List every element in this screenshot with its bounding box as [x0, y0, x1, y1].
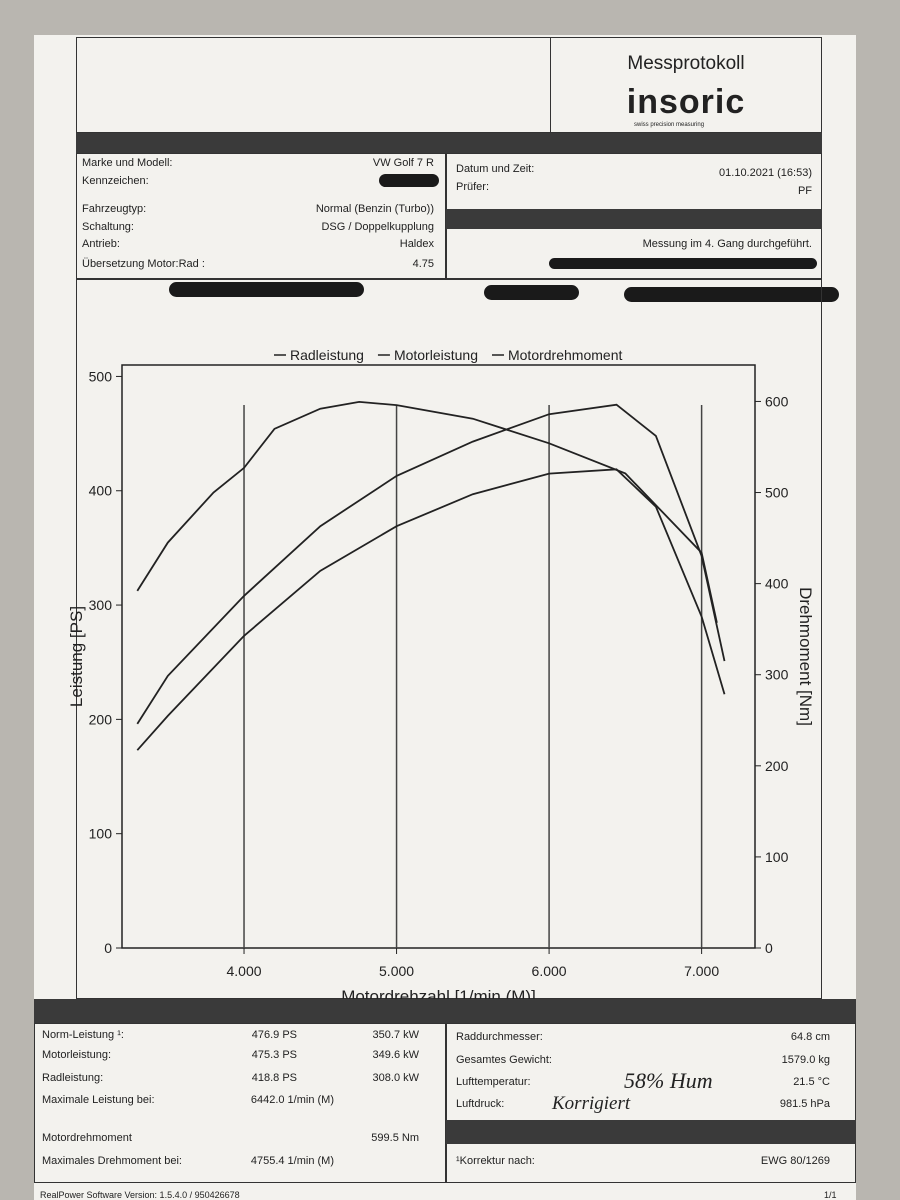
software: RealPower Software Version: 1.5.4.0 / 95… [40, 1190, 240, 1200]
vehicle-box [76, 153, 446, 279]
y2-tick-label: 400 [765, 576, 789, 592]
field-value: VW Golf 7 R [372, 157, 434, 169]
field-label: Motordrehmoment [42, 1132, 132, 1144]
page-number: 1/1 [824, 1190, 837, 1200]
section-bar [446, 209, 822, 229]
legend-label: Motorleistung [394, 347, 478, 363]
section-bar [76, 133, 822, 153]
tagline: swiss precision measuring [634, 122, 705, 128]
chart-box [76, 279, 822, 999]
field-label: Maximale Leistung bei: [42, 1094, 155, 1106]
field-label: Marke und Modell: [82, 157, 173, 169]
line-series [136, 400, 718, 623]
field-value: 981.5 hPa [779, 1098, 830, 1110]
logo-box [550, 37, 822, 133]
field-value: 4755.4 1/min (M) [250, 1155, 334, 1167]
y2-tick-label: 100 [765, 849, 789, 865]
field-value: 350.7 kW [372, 1029, 419, 1041]
y-tick-label: 500 [89, 368, 113, 384]
field-value: DSG / Doppelkupplung [321, 221, 434, 233]
y-tick-label: 300 [89, 597, 113, 613]
handwriting: Korrigiert [552, 1093, 631, 1114]
field-value: 01.10.2021 (16:53) [719, 167, 812, 179]
y-tick-label: 200 [89, 711, 113, 727]
field-value: 349.6 kW [372, 1049, 419, 1061]
field-label: ¹Korrektur nach: [456, 1155, 535, 1167]
field-label: Prüfer: [456, 181, 490, 193]
y-tick-label: 100 [89, 826, 113, 842]
logo: insoric [626, 83, 746, 121]
legend-label: Radleistung [290, 347, 364, 363]
note: Messung im 4. Gang durchgeführt. [642, 238, 812, 250]
y2-tick-label: 0 [765, 940, 773, 956]
field-label: Fahrzeugtyp: [82, 203, 147, 215]
field-label: Lufttemperatur: [456, 1076, 531, 1088]
line-series [136, 403, 726, 725]
redaction [169, 282, 364, 297]
field-value: Haldex [399, 238, 434, 250]
section-bar [34, 999, 856, 1023]
y2-tick-label: 500 [765, 485, 789, 501]
field-label: Gesamtes Gewicht: [456, 1054, 552, 1066]
field-value: 64.8 cm [790, 1031, 830, 1043]
handwriting: 58% Hum [624, 1068, 713, 1093]
legend-label: Motordrehmoment [508, 347, 622, 363]
y-tick-label: 400 [89, 483, 113, 499]
y2-axis-label: Drehmoment [Nm] [796, 587, 815, 726]
field-label: Luftdruck: [456, 1098, 505, 1110]
field-label: Radleistung: [42, 1072, 104, 1084]
redaction [549, 258, 817, 269]
x-tick-label: 5.000 [379, 963, 414, 979]
field-label: Schaltung: [82, 221, 134, 233]
field-label: Antrieb: [82, 238, 120, 250]
line-series [136, 468, 726, 751]
field-label: Kennzeichen: [82, 175, 149, 187]
field-value: Normal (Benzin (Turbo)) [315, 203, 434, 215]
y2-tick-label: 600 [765, 393, 789, 409]
field-label: Maximales Drehmoment bei: [42, 1155, 182, 1167]
field-label: Raddurchmesser: [456, 1031, 543, 1043]
field-label: Datum und Zeit: [456, 163, 535, 175]
field-value: 6442.0 1/min (M) [250, 1094, 334, 1106]
x-tick-label: 4.000 [227, 963, 262, 979]
field-label: Motorleistung: [42, 1049, 112, 1061]
field-label: Norm-Leistung ¹: [42, 1029, 124, 1041]
plot-area [121, 364, 756, 949]
field-value: 308.0 kW [372, 1072, 419, 1084]
redaction [379, 174, 439, 187]
paper: Messprotokoll insoric swiss precision me… [34, 35, 856, 1200]
field-value: 4.75 [412, 258, 434, 270]
field-value: 599.5 Nm [371, 1132, 419, 1144]
section-bar [446, 1120, 856, 1144]
field-value: EWG 80/1269 [760, 1155, 830, 1167]
y-axis-label: Leistung [PS] [67, 606, 86, 707]
x-tick-label: 7.000 [684, 963, 719, 979]
field-value: 21.5 °C [793, 1076, 830, 1088]
field-value: 418.8 PS [251, 1072, 297, 1084]
y-tick-label: 0 [104, 940, 112, 956]
redaction [624, 287, 839, 302]
field-label: Übersetzung Motor:Rad : [82, 258, 205, 270]
field-value: 476.9 PS [251, 1029, 297, 1041]
x-tick-label: 6.000 [532, 963, 567, 979]
x-axis-label: Motordrehzahl [1/min (M)] [341, 987, 536, 999]
field-value: 475.3 PS [251, 1049, 297, 1061]
field-value: 1579.0 kg [781, 1054, 830, 1066]
y2-tick-label: 300 [765, 667, 789, 683]
redaction [484, 285, 579, 300]
field-value: PF [797, 185, 812, 197]
conditions-box [446, 1023, 856, 1183]
results-box [34, 1023, 446, 1183]
y2-tick-label: 200 [765, 758, 789, 774]
chart: 0 100 200 300 400 500 0 100 200 300 400 500 600 4.000… [67, 347, 815, 999]
title: Messprotokoll [627, 53, 745, 74]
